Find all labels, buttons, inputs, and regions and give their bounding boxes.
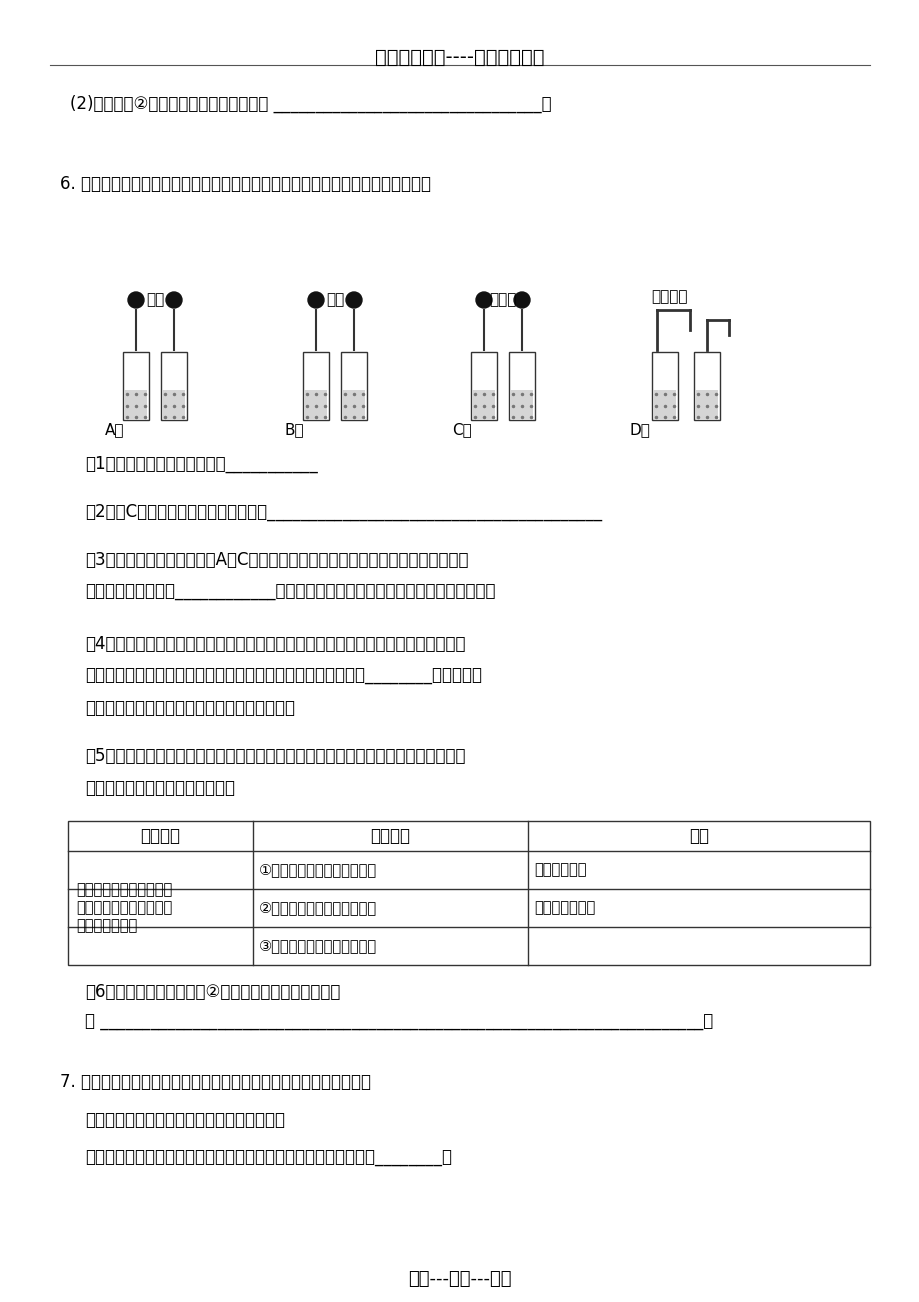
Text: 专心---专注---专业: 专心---专注---专业 [408,1269,511,1288]
Text: （2）在C组实验中发生的化学方程式为________________________________________: （2）在C组实验中发生的化学方程式为______________________… [85,503,601,521]
Text: 预测现象: 预测现象 [370,827,410,845]
Text: 的一种，或是三种物质两两混合组成的混合物。: 的一种，或是三种物质两两混合组成的混合物。 [85,699,295,717]
Text: D．: D． [629,422,650,437]
Bar [652,352,677,421]
Text: （3）实验结束后，甲同学将A、C组四支试管中的溶液倒入同一容器中，看到溶液变: （3）实验结束后，甲同学将A、C组四支试管中的溶液倒入同一容器中，看到溶液变 [85,551,468,569]
Circle shape [308,292,323,309]
Bar [695,391,718,419]
Text: （5）为了验证推测，甲同学查阅资料，获悉氯化钡溶液呈中性，并设计如下实验加以: （5）为了验证推测，甲同学查阅资料，获悉氯化钡溶液呈中性，并设计如下实验加以 [85,747,465,766]
Bar [510,391,533,419]
Circle shape [128,292,144,309]
Bar [508,352,535,421]
Bar [161,352,187,421]
Circle shape [165,292,182,309]
Text: 是 ________________________________________________________________________。: 是 ______________________________________… [85,1013,712,1031]
Text: 物质是氢氧化钙: 物质是氢氧化钙 [533,901,595,915]
Text: 浑浊，该现象说明有____________物质生成（填化学式），滴入酚酞后溶液呈红色。: 浑浊，该现象说明有____________物质生成（填化学式），滴入酚酞后溶液呈… [85,583,495,602]
Bar [124,391,147,419]
Circle shape [346,292,361,309]
Circle shape [475,292,492,309]
Text: 学进一步推测：溶液中呈碱性的物质可能是碳酸钠、氢氧化钙和________三种物质中: 学进一步推测：溶液中呈碱性的物质可能是碳酸钠、氢氧化钙和________三种物质… [85,667,482,685]
Text: 验证。请根据要求完成下列空白：: 验证。请根据要求完成下列空白： [85,779,234,797]
Text: 6. 甲同学为了区别氢氧化钠和氢氧化钙溶液，设计了如下图所示的四组实验方案。: 6. 甲同学为了区别氢氧化钠和氢氧化钙溶液，设计了如下图所示的四组实验方案。 [60,174,430,193]
Text: 【提出问题】汗水中产生咸味的物质是什么？: 【提出问题】汗水中产生咸味的物质是什么？ [85,1111,285,1129]
Text: C．: C． [452,422,471,437]
Bar [471,352,496,421]
Text: 碳酸钠: 碳酸钠 [489,292,516,307]
Text: 实验内容: 实验内容 [141,827,180,845]
Text: 二氧化碳: 二氧化碳 [651,289,687,303]
Bar [652,391,675,419]
Circle shape [514,292,529,309]
Text: 物质是碳酸钠: 物质是碳酸钠 [533,862,586,878]
Text: (2)写出步骤②中发生反应的的化学方程式 ________________________________。: (2)写出步骤②中发生反应的的化学方程式 ___________________… [70,95,551,113]
Text: 结论: 结论 [688,827,709,845]
Bar [304,391,327,419]
Text: 7. 课本中有一问：为什么汗水有咸味？学习小组同学为此开展探究。: 7. 课本中有一问：为什么汗水有咸味？学习小组同学为此开展探究。 [60,1073,370,1091]
Text: 酚酞: 酚酞 [325,292,344,307]
Bar [68,822,869,965]
Bar [342,391,365,419]
Text: A．: A． [105,422,124,437]
Text: 取少量容器中的上层溶液: 取少量容器中的上层溶液 [76,883,172,897]
Text: ①若有白色沉淀，溶液呈无色: ①若有白色沉淀，溶液呈无色 [259,862,377,878]
Text: ②若无沉淀生成，溶液呈红色: ②若无沉淀生成，溶液呈红色 [259,901,377,915]
Bar [341,352,367,421]
Bar [163,391,186,419]
Text: （6）乙同学认为甲同学第②部验证的结论不严密，原因: （6）乙同学认为甲同学第②部验证的结论不严密，原因 [85,983,340,1001]
Bar [472,391,495,419]
Text: （1）其中能达到实验目的的是___________: （1）其中能达到实验目的的是___________ [85,454,317,473]
Text: B．: B． [284,422,303,437]
Text: 于试管中，加入过量的氯: 于试管中，加入过量的氯 [76,901,172,915]
Text: ③若有白色沉淀，溶液呈红色: ③若有白色沉淀，溶液呈红色 [259,939,377,953]
Text: 化钡溶液，静置: 化钡溶液，静置 [76,918,137,934]
Text: （4）滴入酚酞后溶液呈红色，说明溶液呈碱性。使溶液呈碱性的物质是什么呢？甲同: （4）滴入酚酞后溶液呈红色，说明溶液呈碱性。使溶液呈碱性的物质是什么呢？甲同 [85,635,465,654]
Text: 精选优质文档----倾情为你奉上: 精选优质文档----倾情为你奉上 [375,48,544,66]
Bar [693,352,720,421]
Text: 【假设与猜想】根据生活经验推测，汗水中产生咸味的物质可能是________。: 【假设与猜想】根据生活经验推测，汗水中产生咸味的物质可能是________。 [85,1148,451,1167]
Bar [123,352,149,421]
Bar [302,352,329,421]
Text: 盐酸: 盐酸 [146,292,164,307]
